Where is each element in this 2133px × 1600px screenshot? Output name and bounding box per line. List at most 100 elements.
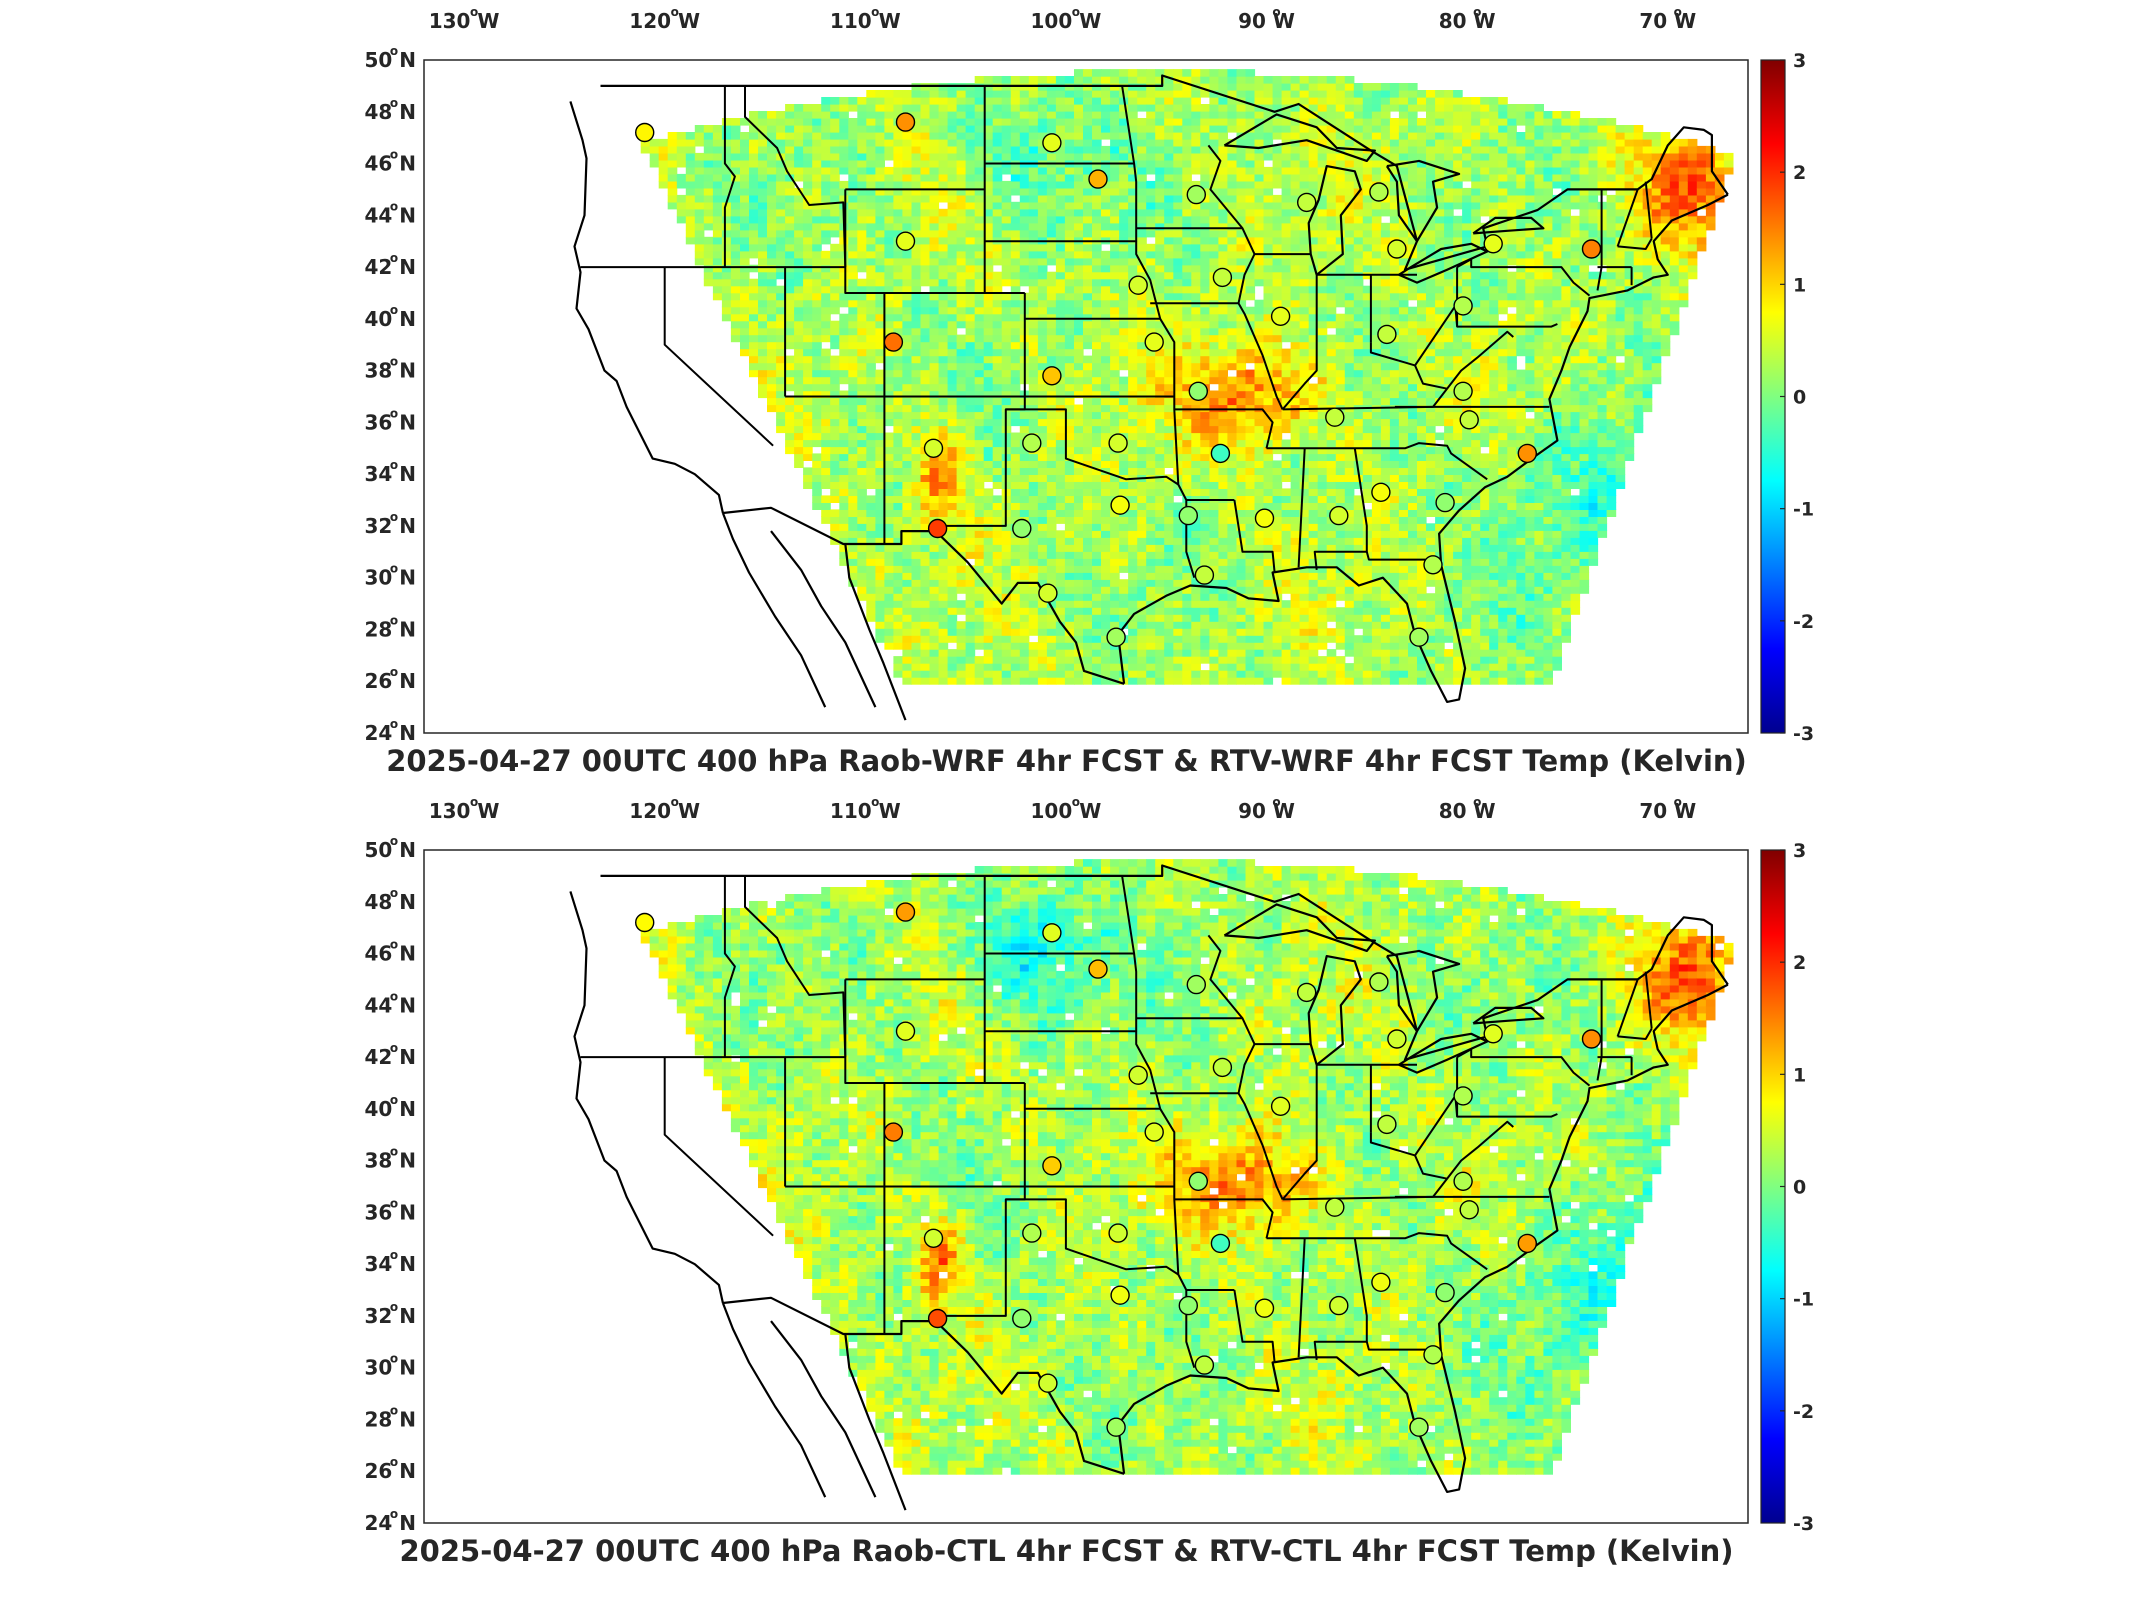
raob-marker [635,912,655,933]
lat-tick-label: 34 N [364,462,416,486]
raob-marker [1517,443,1538,464]
raob-marker [923,438,944,458]
map-svg: 130 Wo 120 Wo 110 Wo 100 Wo 90 Wo 80 Wo 70 Wo5… [364,795,1814,1535]
raob-marker [1329,1295,1349,1316]
degree-mark: o [390,199,398,213]
raob-marker [883,1122,904,1142]
raob-marker [1042,133,1062,153]
degree-mark: o [390,1093,398,1107]
degree-mark: o [390,1300,398,1314]
colorbar-tick-label: 1 [1793,1064,1806,1086]
colorbar-tick-label: -1 [1793,499,1814,521]
degree-mark: o [390,1352,398,1366]
degree-mark: o [390,458,398,472]
degree-mark: o [1072,5,1080,19]
colorbar-tick-label: 0 [1793,387,1806,409]
raob-marker [1110,1285,1130,1305]
lat-tick-label: 50 N [364,838,416,862]
raob-marker [1409,627,1429,647]
lat-tick-label: 34 N [364,1252,416,1276]
lon-tick-label: 120 W [629,9,700,33]
raob-marker [1038,1373,1058,1393]
degree-mark: o [390,1041,398,1055]
lat-tick-label: 36 N [364,1200,416,1224]
raob-marker [1377,324,1397,345]
raob-marker [927,1308,948,1329]
raob-marker [1210,1233,1231,1254]
colorbar-tick-label: -2 [1793,611,1814,633]
raob-marker [1106,627,1126,647]
lat-tick-label: 50 N [364,48,416,72]
raob-sites [635,902,1602,1437]
raob-marker [1435,492,1455,513]
lat-tick-label: 24 N [364,721,416,745]
raob-marker [1088,169,1108,189]
degree-mark: o [390,510,398,524]
degree-mark: o [390,1507,398,1521]
degree-mark: o [390,251,398,265]
lat-tick-label: 42 N [364,1045,416,1069]
lat-tick-label: 40 N [364,307,416,331]
lon-tick-label: 130 W [429,9,500,33]
raob-marker [1108,433,1128,453]
raob-marker [1110,495,1130,515]
degree-mark: o [1674,5,1682,19]
raob-marker [1144,332,1164,352]
raob-marker [1325,407,1345,427]
panel-title: 2025-04-27 00UTC 400 hPa Raob-WRF 4hr FC… [386,744,1747,778]
longitude-labels: 130 Wo 120 Wo 110 Wo 100 Wo 90 Wo 80 Wo 70 Wo [429,5,1697,33]
raob-marker [1371,1272,1391,1292]
degree-mark: o [390,303,398,317]
colorbar-tick-label: 2 [1793,952,1806,974]
degree-mark: o [390,355,398,369]
raob-sites [635,112,1602,647]
raob-marker [1186,184,1207,205]
degree-mark: o [671,5,679,19]
raob-marker [1042,366,1062,386]
degree-mark: o [390,1196,398,1210]
degree-mark: o [1473,5,1481,19]
colorbar-tick-label: 2 [1793,162,1806,184]
raob-marker [1212,267,1233,288]
raob-marker [1453,1171,1473,1191]
raob-marker [1483,1024,1503,1044]
degree-mark: o [1272,5,1280,19]
lat-tick-label: 46 N [364,152,416,176]
raob-marker [1022,433,1042,453]
lat-tick-label: 44 N [364,203,416,227]
degree-mark: o [470,5,478,19]
raob-marker [1483,234,1503,254]
raob-marker [1188,381,1209,401]
raob-marker [1186,974,1207,995]
colorbar-tick-label: -2 [1793,1401,1814,1423]
degree-mark: o [390,989,398,1003]
lat-tick-label: 26 N [364,669,416,693]
raob-marker [1369,182,1389,202]
lon-tick-label: 90 W [1238,799,1295,823]
colorbar-tick-label: -3 [1793,723,1814,745]
degree-mark: o [390,717,398,731]
raob-marker [1270,306,1291,326]
raob-marker [1423,555,1443,575]
degree-mark: o [390,148,398,162]
degree-mark: o [671,795,679,809]
raob-marker [1144,1122,1164,1142]
raob-marker [1254,508,1275,528]
degree-mark: o [390,938,398,952]
raob-marker [1435,1282,1455,1303]
lon-tick-label: 110 W [830,799,901,823]
raob-marker [895,1021,916,1041]
panel-title: 2025-04-27 00UTC 400 hPa Raob-CTL 4hr FC… [399,1534,1734,1568]
lon-tick-label: 130 W [429,799,500,823]
degree-mark: o [1674,795,1682,809]
lat-tick-label: 30 N [364,566,416,590]
raob-marker [1581,239,1602,259]
lat-tick-label: 48 N [364,100,416,124]
raob-marker [1296,192,1317,213]
lat-tick-label: 26 N [364,1459,416,1483]
degree-mark: o [871,5,879,19]
degree-mark: o [470,795,478,809]
lat-tick-label: 38 N [364,1149,416,1173]
